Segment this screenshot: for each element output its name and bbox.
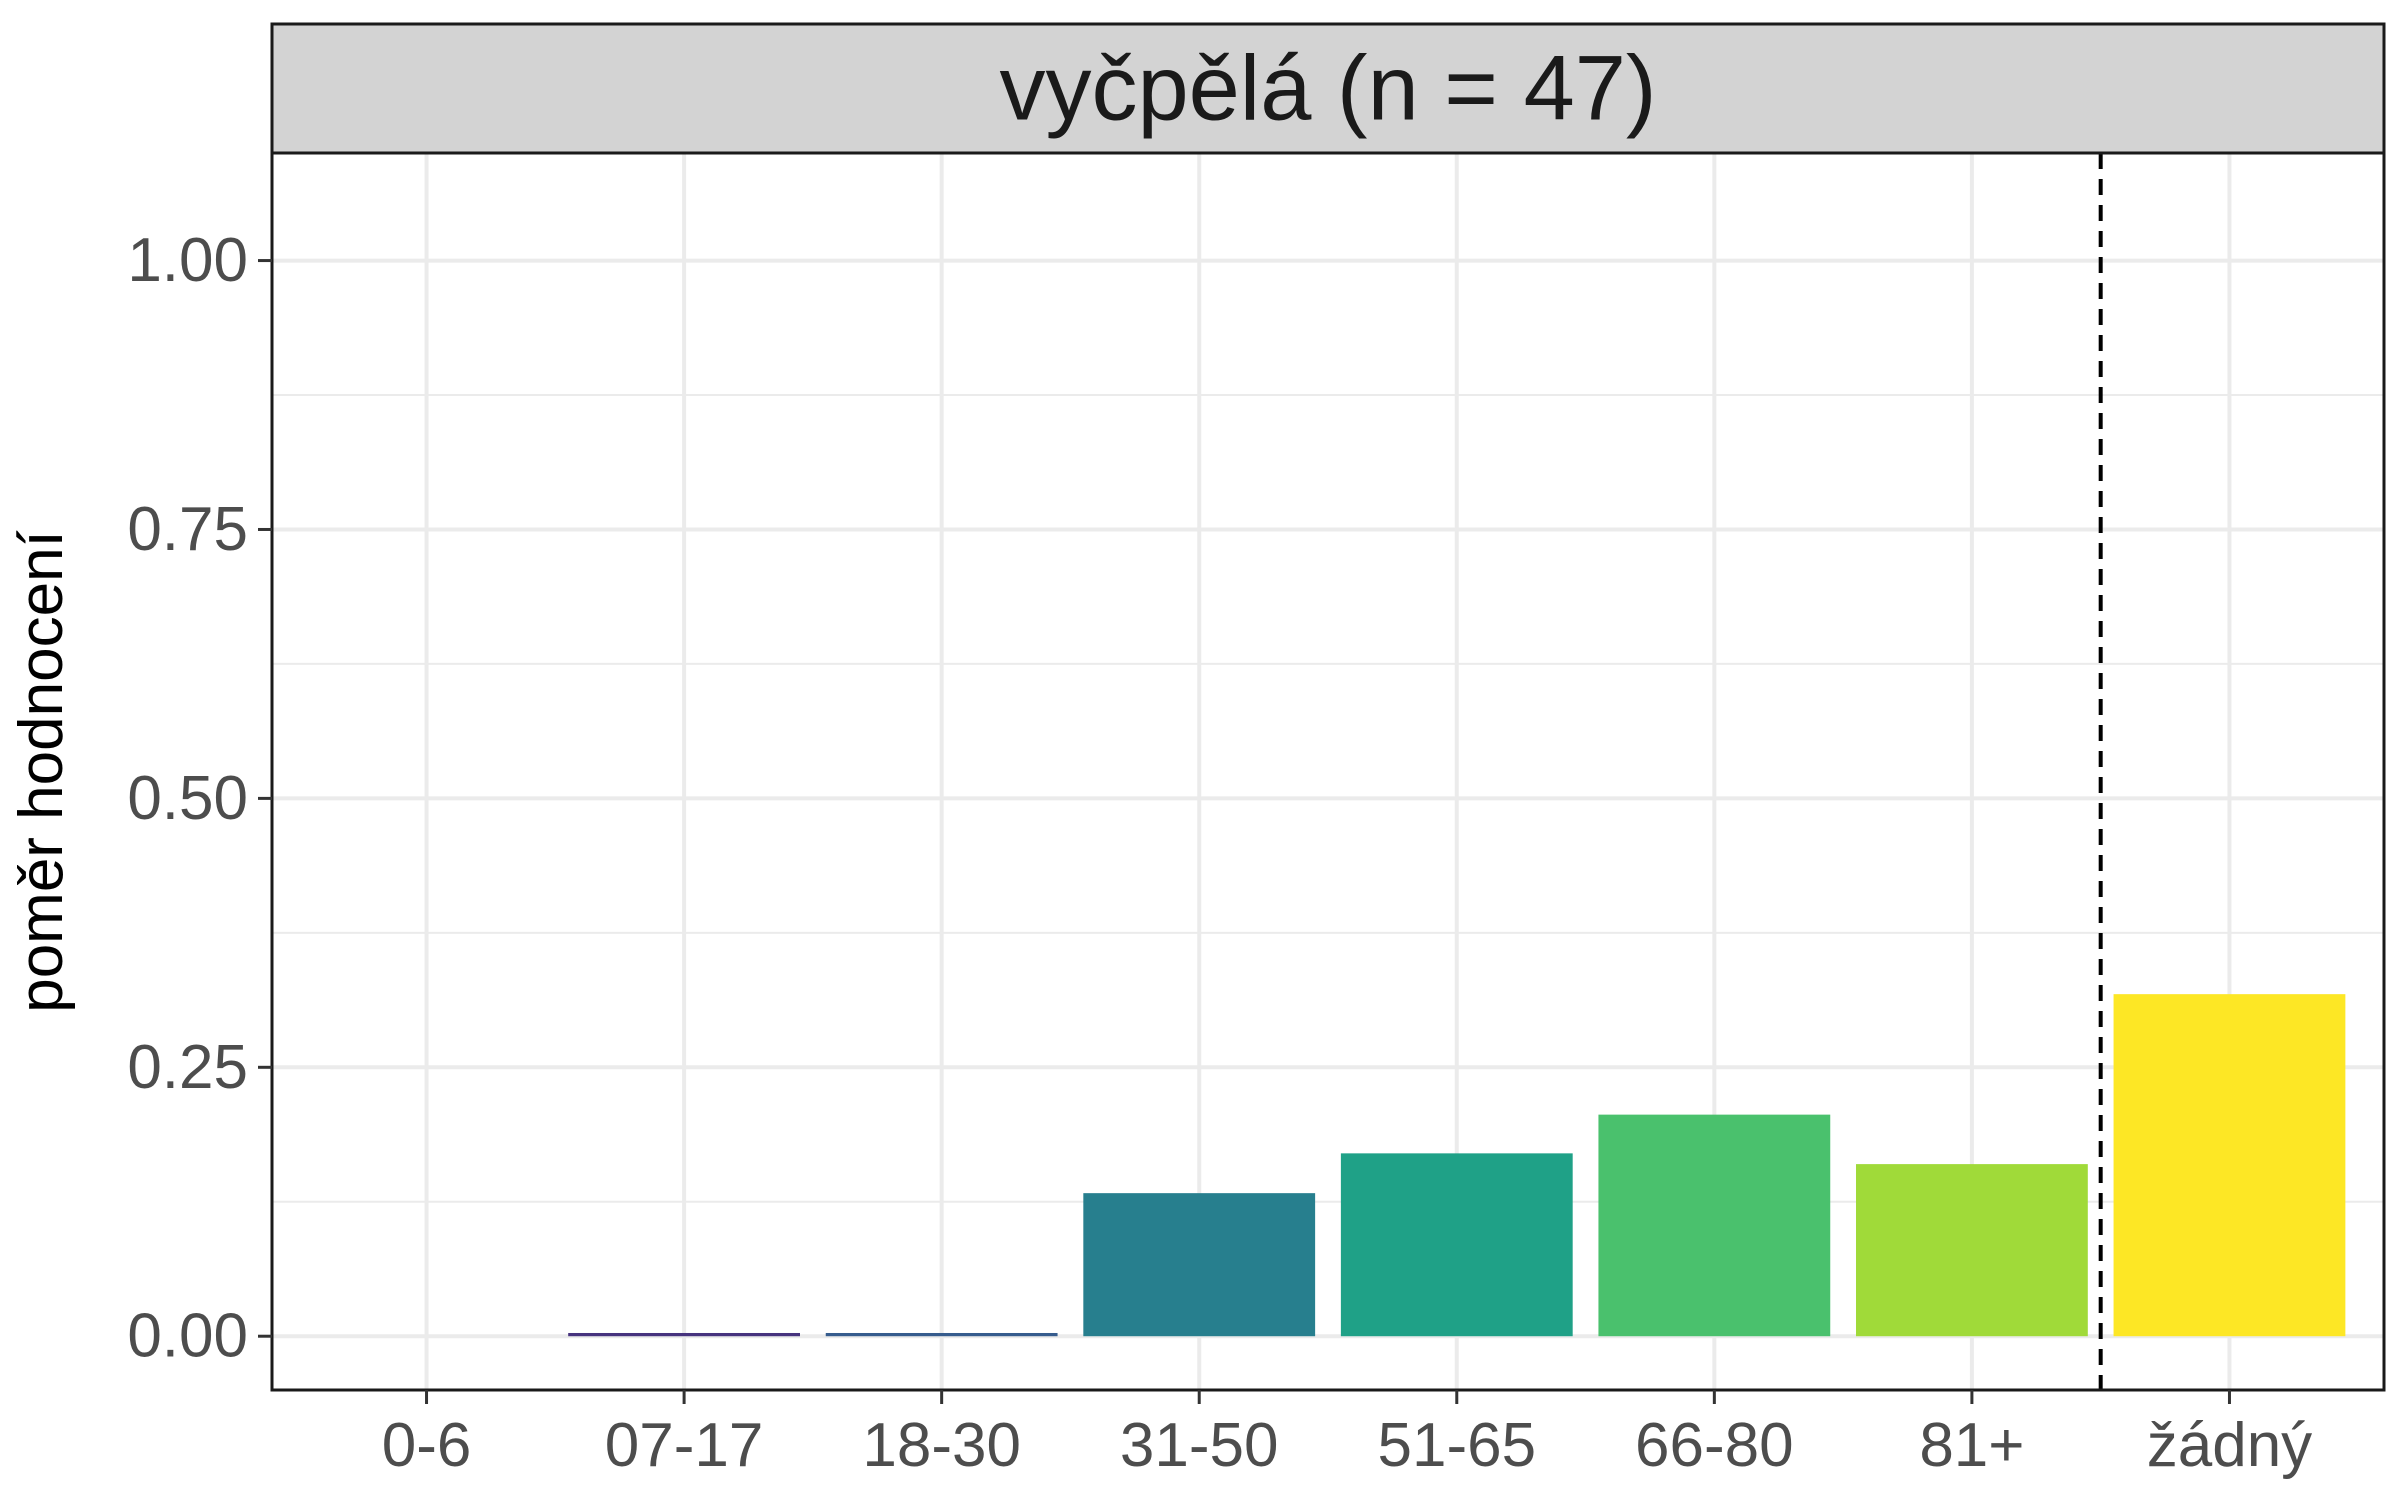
x-tick-label: 66-80 [1635, 1411, 1794, 1480]
x-tick-label: 51-65 [1377, 1411, 1536, 1480]
y-tick-label: 0.00 [127, 1302, 248, 1371]
x-tick-label: žádný [2147, 1411, 2312, 1480]
x-axis: 0-6 07-17 18-30 31-50 51-65 66-80 81+ žádný [382, 1390, 2312, 1480]
y-tick-label: 0.50 [127, 764, 248, 833]
y-axis: 0.00 0.25 0.50 0.75 1.00 [127, 226, 272, 1371]
facet-strip: vyčpělá (n = 47) [270, 22, 2386, 155]
plot-panel [270, 151, 2386, 1392]
y-tick-label: 0.75 [127, 495, 248, 564]
x-tick-label: 31-50 [1120, 1411, 1279, 1480]
x-tick-label: 0-6 [382, 1411, 472, 1480]
y-axis-title: poměr hodnocení [7, 530, 76, 1013]
bars [568, 994, 2346, 1337]
panel-border [270, 151, 2386, 1392]
x-tick-label: 18-30 [862, 1411, 1021, 1480]
y-tick-label: 0.25 [127, 1033, 248, 1102]
bar-07-17 [568, 1332, 800, 1337]
y-tick-label: 1.00 [127, 226, 248, 295]
x-tick-label: 07-17 [605, 1411, 764, 1480]
bar-18-30 [825, 1332, 1058, 1337]
bar-66-80 [1598, 1114, 1831, 1337]
bar-žádný [2113, 994, 2346, 1337]
major-gridlines [272, 153, 2384, 1390]
bar-51-65 [1340, 1153, 1573, 1337]
bar-81+ [1856, 1164, 2088, 1337]
facet-strip-title: vyčpělá (n = 47) [999, 38, 1656, 140]
x-tick-label: 81+ [1919, 1411, 2024, 1480]
facet-strip-background [270, 22, 2386, 155]
bar-31-50 [1083, 1193, 1316, 1337]
